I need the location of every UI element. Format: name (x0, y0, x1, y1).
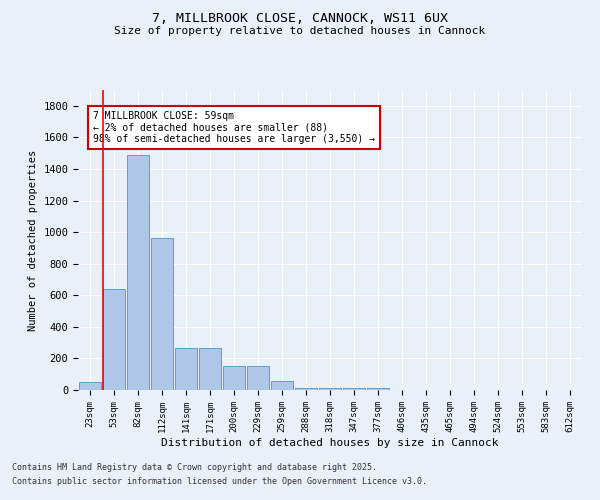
Text: Contains public sector information licensed under the Open Government Licence v3: Contains public sector information licen… (12, 477, 427, 486)
Bar (271, 380, 293, 390)
Bar (199, 348, 221, 390)
Bar (151, 238, 173, 390)
Text: Size of property relative to detached houses in Cannock: Size of property relative to detached ho… (115, 26, 485, 36)
Bar (223, 366, 245, 390)
Text: Contains HM Land Registry data © Crown copyright and database right 2025.: Contains HM Land Registry data © Crown c… (12, 464, 377, 472)
Bar (103, 289, 125, 390)
Bar (295, 388, 317, 390)
X-axis label: Distribution of detached houses by size in Cannock: Distribution of detached houses by size … (161, 438, 499, 448)
Bar (247, 366, 269, 390)
Bar (319, 388, 341, 390)
Bar (79, 382, 101, 390)
Y-axis label: Number of detached properties: Number of detached properties (28, 150, 38, 330)
Text: 7 MILLBROOK CLOSE: 59sqm
← 2% of detached houses are smaller (88)
98% of semi-de: 7 MILLBROOK CLOSE: 59sqm ← 2% of detache… (93, 111, 375, 144)
Bar (367, 388, 389, 390)
Bar (127, 154, 149, 390)
Bar (343, 388, 365, 390)
Text: 7, MILLBROOK CLOSE, CANNOCK, WS11 6UX: 7, MILLBROOK CLOSE, CANNOCK, WS11 6UX (152, 12, 448, 26)
Bar (175, 348, 197, 390)
